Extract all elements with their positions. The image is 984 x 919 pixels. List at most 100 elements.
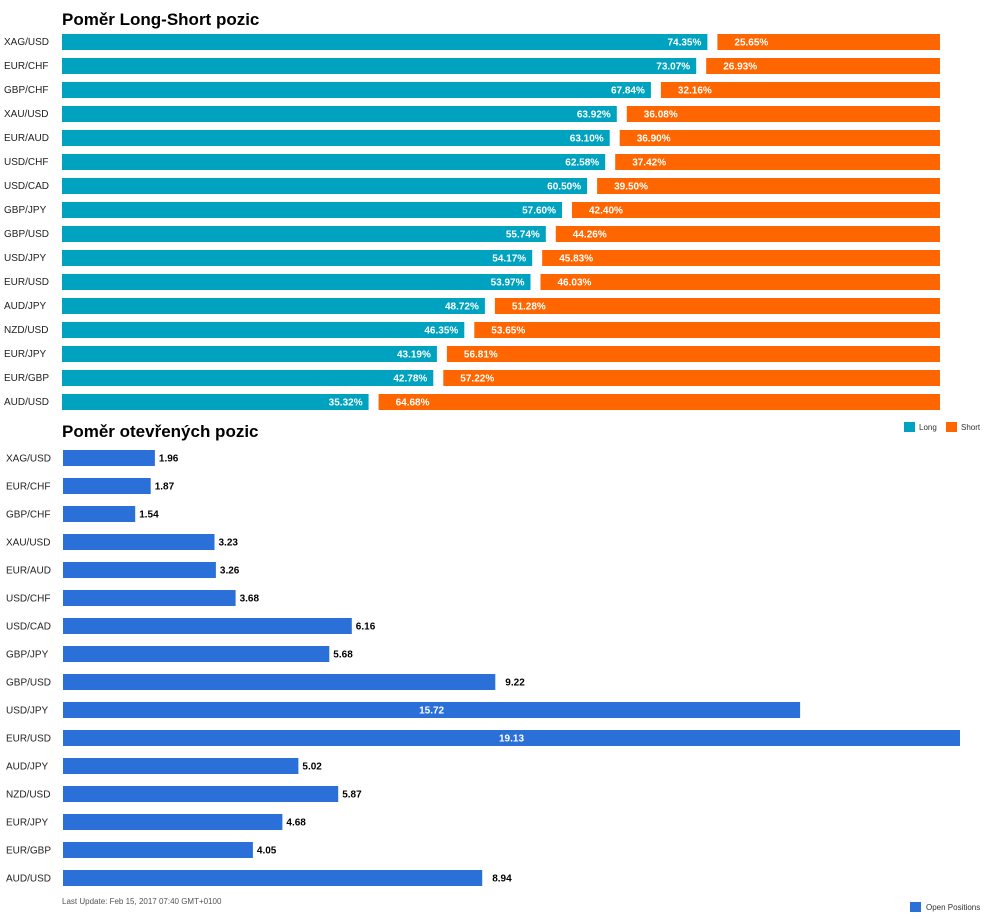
short-bar-usd-chf (615, 154, 940, 170)
open-category-label-usd-cad: USD/CAD (6, 622, 51, 633)
long-value-label-eur-aud: 63.10% (570, 134, 604, 145)
open-positions-bar-eur-chf (63, 478, 151, 494)
long-value-label-aud-usd: 35.32% (329, 398, 363, 409)
long-bar-eur-chf (62, 58, 697, 74)
open-positions-bar-eur-gbp (63, 842, 253, 858)
open-category-label-eur-jpy: EUR/JPY (6, 818, 49, 829)
short-bar-eur-chf (706, 58, 940, 74)
long-bar-xau-usd (62, 106, 617, 122)
legend-open-positions-swatch (910, 902, 921, 912)
open-positions-value-gbp-jpy: 5.68 (333, 650, 353, 661)
long-bar-gbp-usd (62, 226, 546, 242)
open-category-label-eur-gbp: EUR/GBP (6, 846, 51, 857)
long-value-label-eur-chf: 73.07% (656, 62, 690, 73)
short-bar-gbp-usd (555, 226, 940, 242)
open-positions-value-usd-chf: 3.68 (240, 594, 260, 605)
long-value-label-gbp-jpy: 57.60% (522, 206, 556, 217)
short-value-label-aud-usd: 64.68% (396, 398, 430, 409)
long-value-label-xag-usd: 74.35% (667, 38, 701, 49)
open-category-label-aud-usd: AUD/USD (6, 874, 51, 885)
open-positions-bar-eur-aud (63, 562, 216, 578)
short-bar-eur-gbp (443, 370, 940, 386)
short-bar-usd-jpy (542, 250, 940, 266)
short-value-label-xau-usd: 36.08% (644, 110, 678, 121)
open-category-label-xau-usd: XAU/USD (6, 538, 50, 549)
open-positions-value-usd-jpy: 15.72 (419, 706, 444, 717)
short-bar-aud-usd (378, 394, 941, 410)
open-positions-bar-gbp-chf (63, 506, 136, 522)
long-bar-usd-jpy (62, 250, 533, 266)
short-value-label-gbp-chf: 32.16% (678, 86, 712, 97)
category-label-usd-cad: USD/CAD (4, 181, 49, 192)
long-value-label-eur-gbp: 42.78% (393, 374, 427, 385)
short-value-label-eur-gbp: 57.22% (460, 374, 494, 385)
open-positions-bar-usd-jpy (63, 702, 801, 718)
long-bar-eur-gbp (62, 370, 434, 386)
long-value-label-usd-chf: 62.58% (565, 158, 599, 169)
legend-long-label: Long (919, 423, 937, 432)
long-bar-aud-jpy (62, 298, 485, 314)
open-positions-bar-xag-usd (63, 450, 155, 466)
open-positions-value-eur-jpy: 4.68 (286, 818, 306, 829)
short-bar-gbp-chf (660, 82, 940, 98)
short-value-label-usd-jpy: 45.83% (559, 254, 593, 265)
short-bar-eur-jpy (446, 346, 940, 362)
long-value-label-usd-cad: 60.50% (547, 182, 581, 193)
long-bar-xag-usd (62, 34, 708, 50)
open-positions-value-aud-jpy: 5.02 (302, 762, 322, 773)
legend-open-positions-label: Open Positions (926, 903, 980, 912)
short-value-label-eur-usd: 46.03% (558, 278, 592, 289)
short-value-label-usd-cad: 39.50% (614, 182, 648, 193)
short-value-label-xag-usd: 25.65% (734, 38, 768, 49)
open-positions-value-aud-usd: 8.94 (492, 874, 512, 885)
open-positions-chart-title: Poměr otevřených pozic (62, 422, 259, 441)
short-bar-gbp-jpy (572, 202, 940, 218)
open-positions-value-xau-usd: 3.23 (219, 538, 239, 549)
category-label-eur-aud: EUR/AUD (4, 133, 49, 144)
short-value-label-eur-aud: 36.90% (637, 134, 671, 145)
long-short-chart-title: Poměr Long-Short pozic (62, 10, 259, 29)
category-label-nzd-usd: NZD/USD (4, 325, 48, 336)
open-category-label-usd-chf: USD/CHF (6, 594, 50, 605)
long-bar-eur-usd (62, 274, 531, 290)
open-category-label-gbp-usd: GBP/USD (6, 678, 51, 689)
category-label-usd-chf: USD/CHF (4, 157, 48, 168)
open-positions-value-nzd-usd: 5.87 (342, 790, 362, 801)
open-positions-value-gbp-chf: 1.54 (139, 510, 159, 521)
open-positions-bar-gbp-usd (63, 674, 496, 690)
last-update-text: Last Update: Feb 15, 2017 07:40 GMT+0100 (62, 897, 222, 906)
category-label-gbp-usd: GBP/USD (4, 229, 49, 240)
long-bar-gbp-jpy (62, 202, 562, 218)
short-value-label-eur-jpy: 56.81% (464, 350, 498, 361)
short-value-label-gbp-jpy: 42.40% (589, 206, 623, 217)
short-bar-usd-cad (597, 178, 940, 194)
short-bar-xau-usd (626, 106, 940, 122)
category-label-xag-usd: XAG/USD (4, 37, 49, 48)
legend-short-swatch (946, 422, 957, 432)
long-short-bars: XAG/USD 74.35% 25.65% EUR/CHF 73.07% 26.93% GB… (4, 34, 941, 410)
open-positions-value-eur-aud: 3.26 (220, 566, 240, 577)
short-bar-aud-jpy (494, 298, 940, 314)
open-category-label-eur-chf: EUR/CHF (6, 482, 50, 493)
long-bar-gbp-chf (62, 82, 651, 98)
short-bar-eur-aud (619, 130, 940, 146)
long-value-label-nzd-usd: 46.35% (424, 326, 458, 337)
category-label-eur-jpy: EUR/JPY (4, 349, 47, 360)
short-value-label-usd-chf: 37.42% (632, 158, 666, 169)
open-positions-value-eur-usd: 19.13 (499, 734, 524, 745)
open-positions-bar-xau-usd (63, 534, 215, 550)
open-category-label-usd-jpy: USD/JPY (6, 706, 49, 717)
open-positions-bar-usd-cad (63, 618, 352, 634)
open-positions-bar-eur-jpy (63, 814, 283, 830)
open-positions-bar-usd-chf (63, 590, 236, 606)
category-label-gbp-jpy: GBP/JPY (4, 205, 47, 216)
long-value-label-usd-jpy: 54.17% (492, 254, 526, 265)
short-value-label-gbp-usd: 44.26% (573, 230, 607, 241)
open-positions-bars: XAG/USD 1.96 EUR/CHF 1.87 GBP/CHF 1.54 XAU/USD… (6, 450, 960, 886)
long-value-label-aud-jpy: 48.72% (445, 302, 479, 313)
open-positions-value-eur-gbp: 4.05 (257, 846, 277, 857)
long-value-label-eur-jpy: 43.19% (397, 350, 431, 361)
legend-long-swatch (904, 422, 915, 432)
short-bar-eur-usd (540, 274, 940, 290)
